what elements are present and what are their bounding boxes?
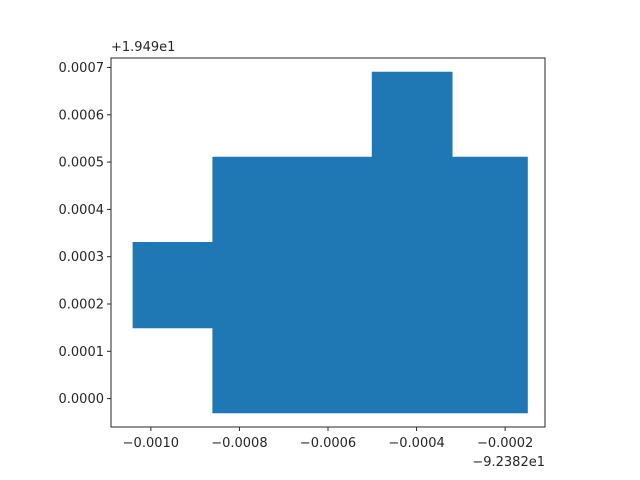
area-series-0 <box>132 71 528 414</box>
y-tick-label-5: 0.0005 <box>59 156 105 171</box>
x-tick-label-3: −0.0004 <box>388 436 444 451</box>
x-offset-label: −9.2382e1 <box>472 455 545 470</box>
x-tick-label-0: −0.0010 <box>123 436 179 451</box>
y-tick-label-3: 0.0003 <box>59 250 105 265</box>
series-layer <box>132 71 528 414</box>
y-offset-label: +1.949e1 <box>111 40 175 55</box>
x-tick-label-1: −0.0008 <box>211 436 267 451</box>
y-tick-label-7: 0.0007 <box>59 61 105 76</box>
y-tick-label-6: 0.0006 <box>59 108 105 123</box>
y-tick-label-1: 0.0001 <box>59 345 105 360</box>
axis-layer: −0.0010 −0.0008 −0.0006 −0.0004 −0.0002 0.000… <box>59 57 546 451</box>
y-tick-label-2: 0.0002 <box>59 298 105 313</box>
y-tick-label-0: 0.0000 <box>59 392 105 407</box>
x-tick-label-2: −0.0006 <box>300 436 356 451</box>
x-tick-label-4: −0.0002 <box>477 436 533 451</box>
y-tick-label-4: 0.0004 <box>59 203 105 218</box>
